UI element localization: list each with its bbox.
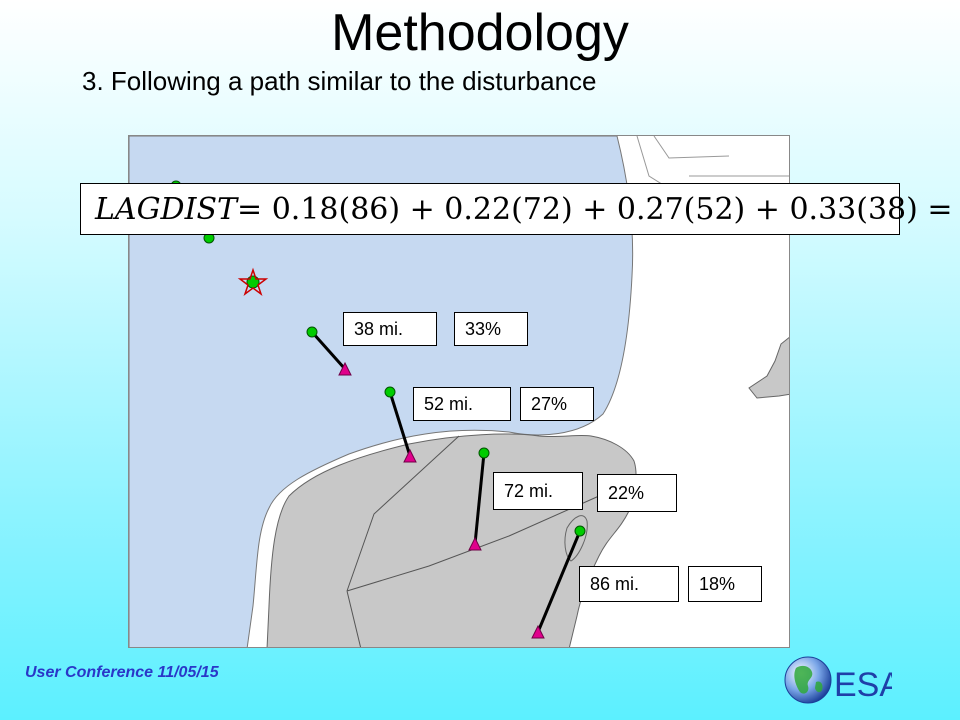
weight-label-2: 27% (520, 387, 594, 421)
magenta-triangle-icon (468, 536, 482, 551)
weight-label-3: 22% (597, 474, 677, 512)
slide-subtitle: 3. Following a path similar to the distu… (82, 66, 597, 96)
green-circle-icon (384, 386, 396, 398)
cuba-land (748, 336, 789, 399)
state-boundaries (346, 435, 600, 647)
magenta-triangle-icon (338, 361, 352, 376)
weight-label-1: 33% (454, 312, 528, 346)
slide-title: Methodology (331, 4, 629, 62)
equation-rhs: = 0.18(86) + 0.22(72) + 0.27(52) + 0.33(… (237, 191, 960, 227)
lagdist-equation: LAGDIST = 0.18(86) + 0.22(72) + 0.27(52)… (80, 183, 960, 235)
globe-icon (784, 656, 832, 704)
distance-lines (310, 331, 582, 633)
equation-lhs: LAGDIST (95, 191, 238, 227)
logo-text: ESA (834, 666, 892, 704)
gulf-water (129, 136, 634, 647)
green-circle-icon (306, 326, 318, 338)
esa-logo: ESA (782, 652, 902, 708)
lag-points (338, 361, 545, 639)
distance-label-4: 86 mi. (579, 566, 679, 602)
green-circle-icon (574, 525, 586, 537)
magenta-triangle-icon (403, 448, 417, 463)
distance-label-1: 38 mi. (343, 312, 437, 346)
map-graphic (129, 136, 789, 647)
distance-label-3: 72 mi. (493, 472, 583, 510)
green-circle-icon (478, 447, 490, 459)
distance-label-2: 52 mi. (413, 387, 511, 421)
weight-label-4: 18% (688, 566, 762, 602)
footer-text: User Conference 11/05/15 (25, 664, 219, 681)
star-icon (237, 267, 269, 297)
magenta-triangle-icon (531, 624, 545, 639)
